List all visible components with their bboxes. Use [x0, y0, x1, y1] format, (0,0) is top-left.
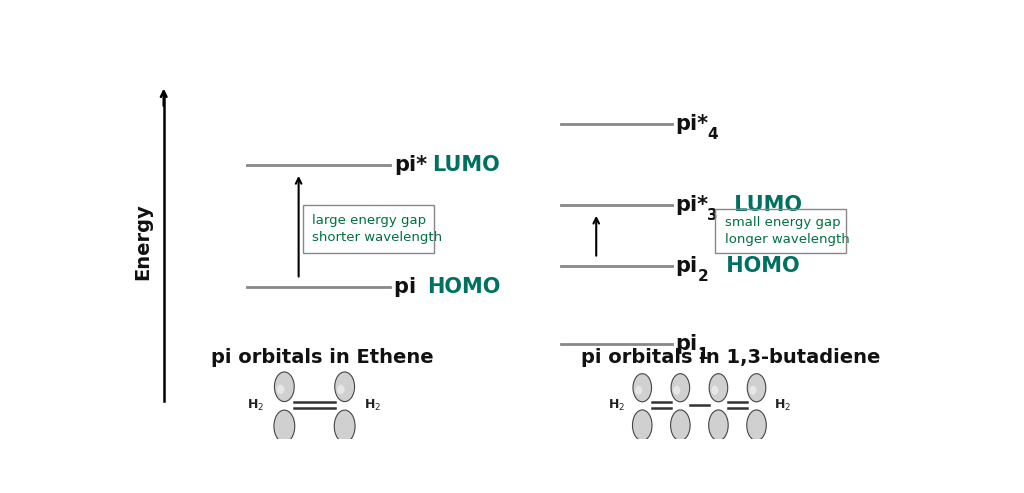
Ellipse shape	[748, 374, 766, 402]
Text: 1: 1	[697, 347, 709, 362]
Text: pi*: pi*	[676, 195, 709, 215]
Text: LUMO: LUMO	[727, 195, 802, 215]
Ellipse shape	[750, 386, 757, 395]
Ellipse shape	[635, 386, 642, 395]
Text: pi orbitals in 1,3-butadiene: pi orbitals in 1,3-butadiene	[582, 348, 881, 367]
Text: 3: 3	[708, 209, 718, 223]
Text: H: H	[677, 378, 686, 387]
Ellipse shape	[673, 386, 680, 395]
Ellipse shape	[633, 410, 652, 441]
Ellipse shape	[274, 372, 294, 402]
Ellipse shape	[276, 385, 285, 394]
Text: large energy gap
shorter wavelength: large energy gap shorter wavelength	[312, 214, 442, 244]
Text: H$_2$: H$_2$	[774, 397, 792, 413]
Text: Energy: Energy	[133, 203, 152, 280]
Ellipse shape	[710, 374, 728, 402]
Text: H$_2$: H$_2$	[248, 397, 264, 413]
Text: HOMO: HOMO	[427, 277, 501, 297]
Ellipse shape	[335, 372, 354, 402]
Text: 4: 4	[708, 127, 718, 142]
Text: 2: 2	[697, 269, 709, 284]
Ellipse shape	[709, 410, 728, 441]
Text: pi: pi	[676, 256, 697, 276]
Text: pi*: pi*	[394, 155, 427, 176]
Text: H$_2$: H$_2$	[365, 397, 382, 413]
Text: pi: pi	[394, 277, 430, 297]
Ellipse shape	[746, 410, 766, 441]
Text: H$_2$: H$_2$	[607, 397, 625, 413]
Text: HOMO: HOMO	[719, 256, 800, 276]
Ellipse shape	[633, 374, 651, 402]
Text: LUMO: LUMO	[432, 155, 500, 176]
Ellipse shape	[712, 386, 719, 395]
Ellipse shape	[274, 410, 295, 442]
Ellipse shape	[337, 385, 345, 394]
Ellipse shape	[671, 410, 690, 441]
Text: pi: pi	[676, 334, 697, 354]
Text: pi*: pi*	[676, 114, 709, 134]
Text: H: H	[716, 378, 725, 387]
Text: small energy gap
longer wavelength: small energy gap longer wavelength	[725, 216, 850, 246]
Ellipse shape	[334, 410, 355, 442]
Ellipse shape	[671, 374, 689, 402]
Text: pi orbitals in Ethene: pi orbitals in Ethene	[211, 348, 434, 367]
